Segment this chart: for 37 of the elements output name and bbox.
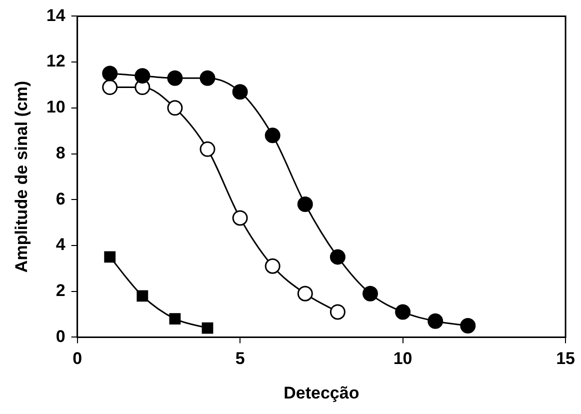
y-tick-label: 4 bbox=[56, 235, 66, 254]
y-tick-label: 2 bbox=[56, 281, 66, 300]
point bbox=[104, 251, 116, 263]
point bbox=[297, 196, 313, 212]
point bbox=[330, 249, 346, 265]
point bbox=[200, 141, 216, 157]
x-tick-label: 0 bbox=[72, 349, 82, 368]
point bbox=[102, 80, 118, 96]
y-tick-label: 6 bbox=[56, 189, 66, 208]
point bbox=[167, 70, 183, 86]
point bbox=[232, 84, 248, 100]
point bbox=[202, 322, 214, 334]
point bbox=[428, 313, 444, 329]
point bbox=[297, 286, 313, 302]
x-tick-label: 15 bbox=[556, 349, 576, 368]
point bbox=[460, 318, 476, 334]
y-tick-label: 14 bbox=[46, 6, 66, 25]
point bbox=[102, 66, 118, 82]
x-axis-title: Detecção bbox=[284, 383, 360, 402]
point bbox=[134, 68, 150, 84]
x-tick-label: 10 bbox=[393, 349, 412, 368]
point bbox=[232, 210, 248, 226]
point bbox=[200, 70, 216, 86]
point bbox=[264, 258, 280, 274]
point bbox=[330, 304, 346, 320]
y-tick-label: 12 bbox=[46, 52, 66, 71]
y-tick-label: 8 bbox=[56, 143, 66, 162]
y-tick-label: 0 bbox=[56, 326, 66, 346]
point bbox=[136, 290, 148, 302]
point bbox=[169, 313, 181, 325]
point bbox=[395, 304, 411, 320]
point bbox=[264, 128, 280, 144]
x-tick-label: 5 bbox=[235, 349, 245, 368]
y-axis-title: Amplitude de sinal (cm) bbox=[12, 80, 31, 273]
point bbox=[167, 100, 183, 116]
y-tick-label: 10 bbox=[46, 98, 66, 117]
point bbox=[362, 286, 378, 302]
